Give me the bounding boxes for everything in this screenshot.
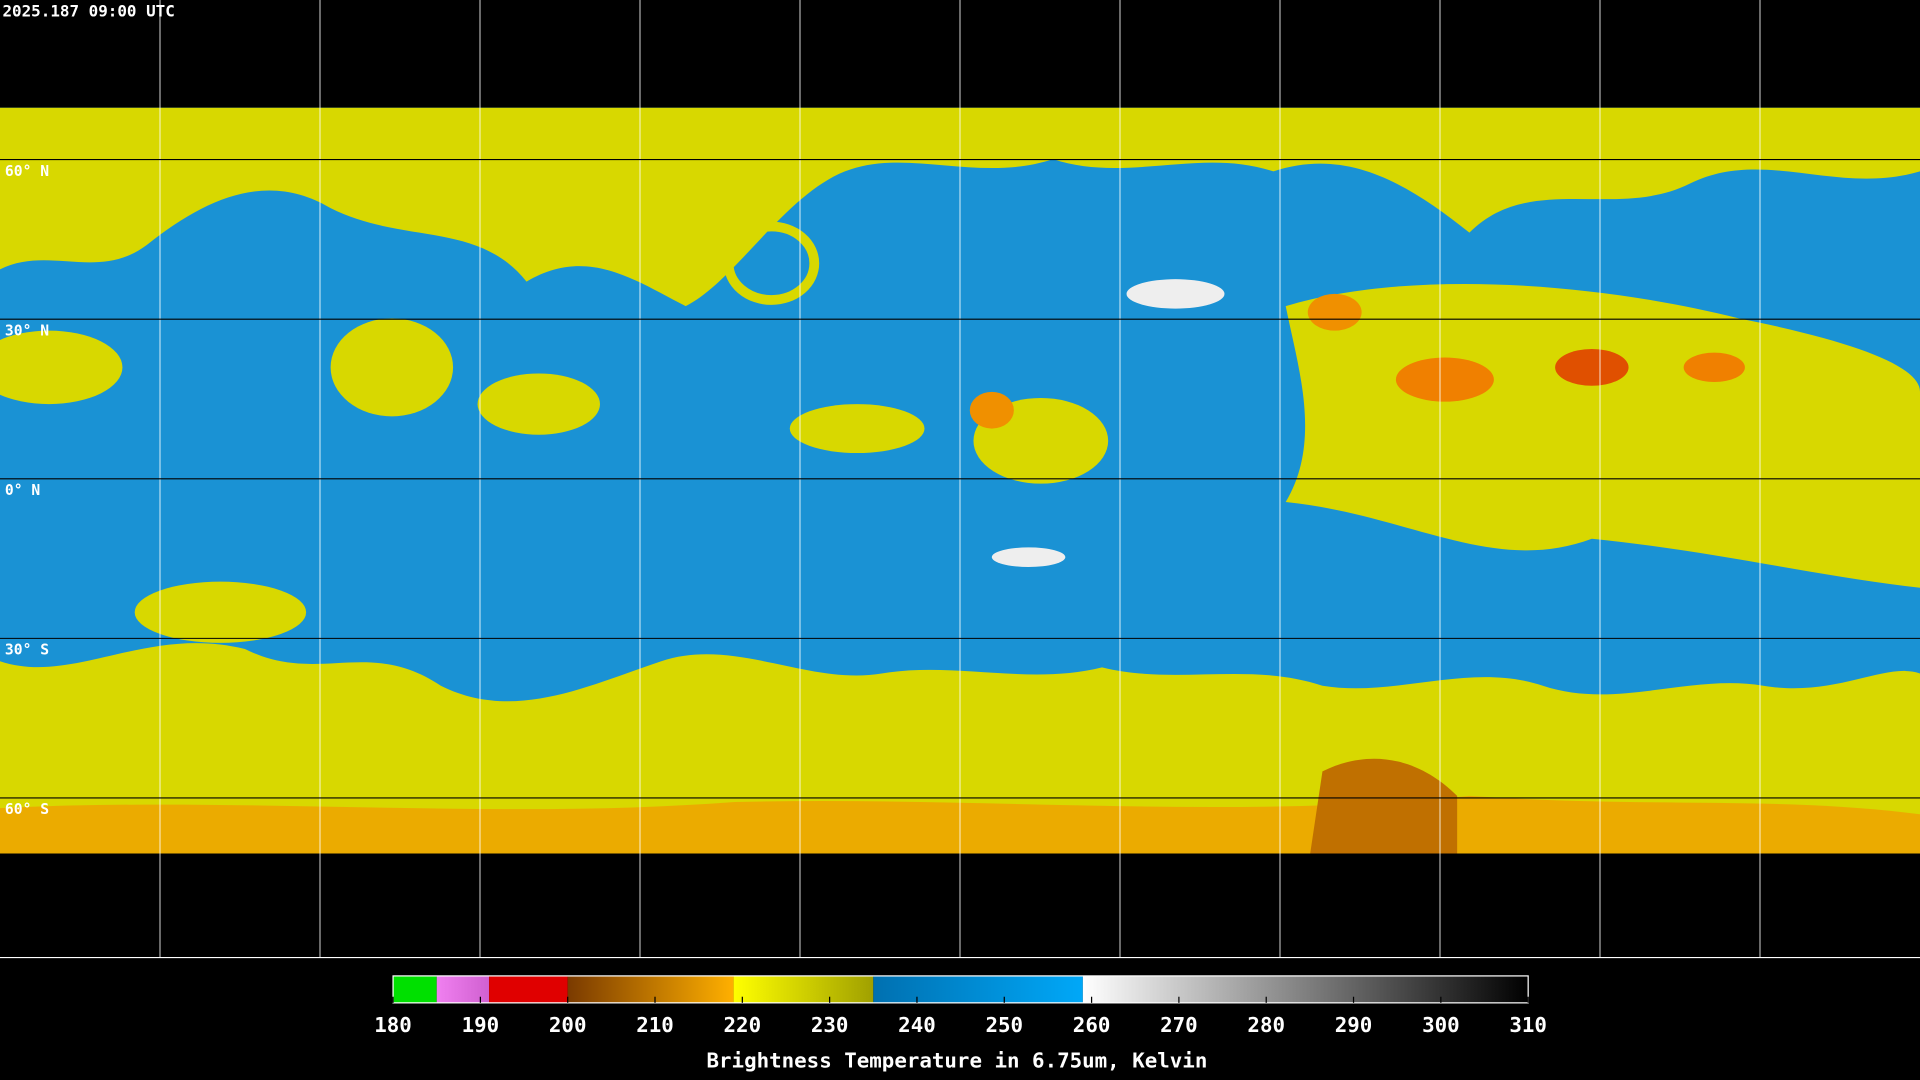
colorbar-title: Brightness Temperature in 6.75um, Kelvin (707, 1049, 1208, 1073)
timestamp: 2025.187 09:00 UTC (2, 2, 174, 21)
colorbar-tick-label: 310 (1509, 1013, 1547, 1037)
colorbar-segment (873, 975, 1083, 1003)
colorbar: 180 190 200 210 220 230 240 250 260 270 280 290 300 3… (374, 975, 1547, 1073)
colorbar-tick-label: 230 (811, 1013, 849, 1037)
colorbar-tick-label: 210 (636, 1013, 674, 1037)
latitude-label: 60° N (5, 163, 49, 180)
colorbar-tick-label: 290 (1335, 1013, 1373, 1037)
graticule (0, 0, 1920, 959)
colorbar-frame (392, 975, 1529, 1004)
latitude-label: 60° S (5, 801, 49, 818)
colorbar-segment (733, 975, 874, 1003)
colorbar-segment (436, 975, 490, 1003)
colorbar-segment (567, 975, 734, 1003)
colorbar-tick-label: 190 (462, 1013, 500, 1037)
colorbar-segment (393, 975, 437, 1003)
colorbar-tick-label: 280 (1247, 1013, 1285, 1037)
latitude-label: 30° S (5, 642, 49, 659)
colorbar-tick-label: 250 (985, 1013, 1023, 1037)
colorbar-tick-label: 200 (549, 1013, 587, 1037)
colorbar-tick-label: 260 (1073, 1013, 1111, 1037)
colorbar-segment (489, 975, 568, 1003)
colorbar-tick-label: 240 (898, 1013, 936, 1037)
colorbar-tick-label: 220 (724, 1013, 762, 1037)
colorbar-tick-label: 180 (374, 1013, 412, 1037)
colorbar-tick-label: 270 (1160, 1013, 1198, 1037)
latitude-label: 30° N (5, 322, 49, 339)
colorbar-tick-label: 300 (1422, 1013, 1460, 1037)
colorbar-segment (1082, 975, 1529, 1003)
latitude-label: 0° N (5, 482, 40, 499)
